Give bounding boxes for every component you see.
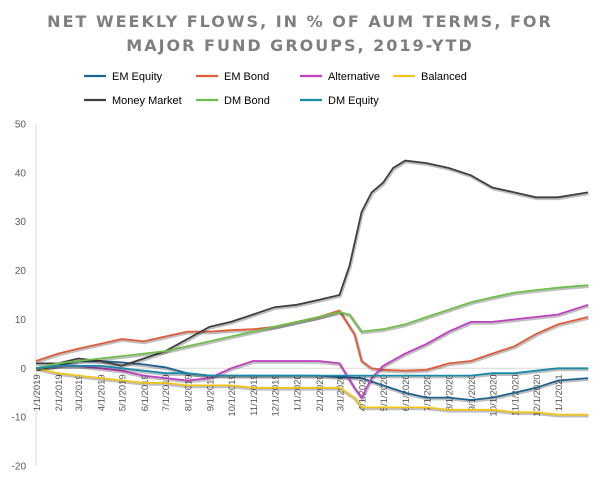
x-tick-label: 12/1/2019 xyxy=(271,374,282,416)
x-tick-label: 9/1/2019 xyxy=(206,374,217,411)
legend: EM Equity EM Bond Alternative Balanced Money… xyxy=(84,71,467,107)
axes: -20 -10 0 10 20 30 40 50 1/1/2019 2/1/2019 3/1/201… xyxy=(12,120,588,473)
x-tick-label: 1/1/2019 xyxy=(32,374,43,411)
series-line-dm-bond xyxy=(35,284,589,370)
x-tick-label: 7/1/2019 xyxy=(161,374,172,411)
series-shadow-alternative xyxy=(36,304,590,402)
x-tick-label: 3/1/2019 xyxy=(74,374,85,411)
chart-title-line-1: NET WEEKLY FLOWS, IN % OF AUM TERMS, FOR xyxy=(47,12,553,31)
y-tick-label: 10 xyxy=(15,315,27,326)
y-tick-label: 20 xyxy=(15,266,27,277)
x-tick-label: 2/1/2019 xyxy=(54,374,65,411)
legend-label-em-bond: EM Bond xyxy=(224,71,269,83)
y-tick-label: 0 xyxy=(20,364,26,375)
series-shadow-dm-bond xyxy=(36,284,589,372)
y-tick-label: 50 xyxy=(15,120,27,131)
y-tick-label: -20 xyxy=(12,462,27,473)
x-tick-label: 11/1/2020 xyxy=(510,374,521,416)
series-line-money-market xyxy=(36,159,589,367)
series-line-dm-equity xyxy=(35,364,588,377)
x-tick-label: 5/1/2019 xyxy=(118,374,129,411)
series-shadow-dm-equity xyxy=(36,365,589,379)
y-tick-label: 40 xyxy=(15,168,27,179)
x-tick-label: 7/1/2020 xyxy=(423,374,434,411)
chart-title-line-2: MAJOR FUND GROUPS, 2019-YTD xyxy=(126,36,474,55)
series-line-alternative xyxy=(35,303,589,400)
x-tick-label: 6/1/2019 xyxy=(140,374,151,411)
series-shadow-balanced xyxy=(36,367,589,418)
x-tick-label: 9/1/2020 xyxy=(467,374,478,411)
y-tick-label: 30 xyxy=(15,217,27,228)
x-tick-label: 12/1/2020 xyxy=(532,374,543,416)
legend-label-balanced: Balanced xyxy=(421,71,467,83)
legend-label-em-equity: EM Equity xyxy=(112,71,163,83)
series-lines xyxy=(35,159,590,418)
legend-label-dm-bond: DM Bond xyxy=(224,95,270,107)
legend-label-alternative: Alternative xyxy=(328,71,380,83)
x-tick-label: 10/1/2020 xyxy=(488,374,499,416)
x-tick-label: 8/1/2020 xyxy=(445,374,456,411)
x-tick-label: 11/1/2019 xyxy=(249,374,260,416)
x-tick-label: 1/1/2021 xyxy=(554,374,565,411)
legend-label-money-market: Money Market xyxy=(112,95,182,107)
x-tick-label: 4/1/2019 xyxy=(96,374,107,411)
x-tick-label: 5/1/2020 xyxy=(379,374,390,411)
y-tick-label: -10 xyxy=(12,413,27,424)
series-line-balanced xyxy=(35,367,588,416)
series-shadow-money-market xyxy=(36,160,589,369)
legend-label-dm-equity: DM Equity xyxy=(328,95,379,107)
x-tick-label: 10/1/2019 xyxy=(227,374,238,416)
x-tick-label: 3/1/2020 xyxy=(335,374,346,411)
x-tick-label: 1/1/2020 xyxy=(293,374,304,411)
x-tick-label: 8/1/2019 xyxy=(183,374,194,411)
x-tick-label: 2/1/2020 xyxy=(315,374,326,411)
